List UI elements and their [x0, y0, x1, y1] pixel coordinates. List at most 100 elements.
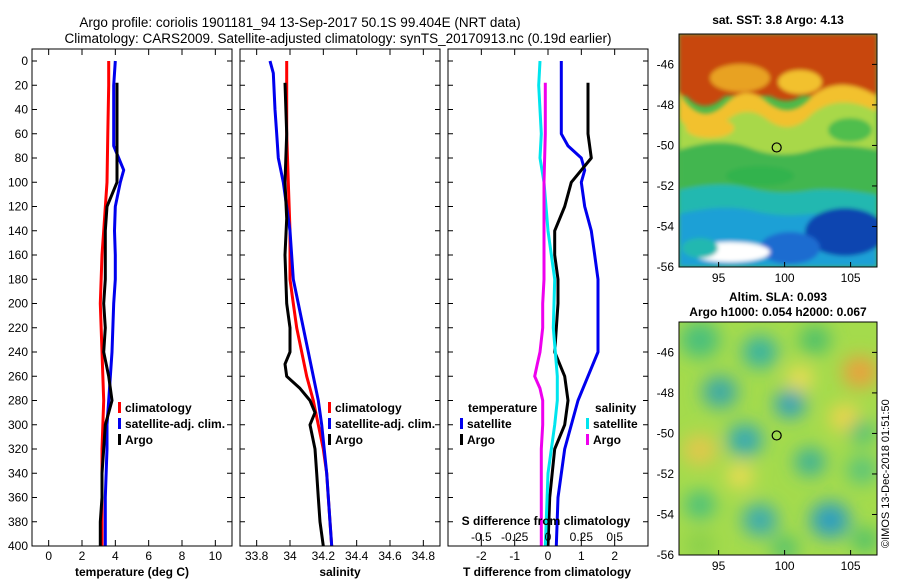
- y-tick-label: 300: [8, 418, 28, 432]
- y-tick-label: 40: [15, 103, 29, 117]
- y-tick-label: 80: [15, 151, 29, 165]
- sst-field-patch: [710, 64, 770, 92]
- sla-map-frame: [678, 321, 878, 556]
- sla-field-patch: [774, 390, 806, 418]
- difference-legend-salinity: salinity satellite Argo: [586, 401, 638, 447]
- sla-field-patch: [727, 424, 763, 456]
- legend-swatch-climatology: [328, 402, 331, 413]
- y-tick-label: 160: [8, 248, 28, 262]
- sla-field-patch: [851, 528, 877, 552]
- y-tick-label: 200: [8, 297, 28, 311]
- s-x-tick-label: 0.25: [570, 530, 594, 544]
- temperature-axes-frame: [31, 48, 233, 547]
- lon-tick-label: 95: [712, 559, 726, 573]
- x-tick-label: 34.8: [412, 549, 436, 563]
- x-tick-label: 34: [283, 549, 297, 563]
- lon-tick-label: 100: [775, 271, 795, 285]
- temperature-legend: climatology satellite-adj. clim. Argo: [118, 401, 225, 447]
- series-line-satellite-adj-clim: [268, 60, 334, 547]
- y-tick-label: 120: [8, 200, 28, 214]
- x-tick-label: 8: [179, 549, 186, 563]
- y-tick-label: 400: [8, 539, 28, 553]
- legend-label-argo: Argo: [125, 433, 153, 447]
- sst-field-patch: [760, 232, 820, 264]
- y-tick-label: 220: [8, 321, 28, 335]
- sla-map-title: Altim. SLA: 0.093: [729, 290, 827, 304]
- s-x-tick-label: -0.5: [471, 530, 492, 544]
- x-tick-label: 34.2: [312, 549, 336, 563]
- sla-field-patch: [702, 376, 738, 408]
- sla-field-patch: [684, 491, 716, 519]
- y-tick-label: 20: [15, 78, 29, 92]
- sla-field-patch: [684, 531, 716, 555]
- legend-label-argo-s: Argo: [593, 433, 621, 447]
- difference-panel: -2 -1 0 1 2 -0.5 -0.25 0 0.25 0.5 S difference f…: [447, 48, 649, 579]
- legend-label-argo: Argo: [335, 433, 363, 447]
- lon-tick-label: 105: [841, 271, 861, 285]
- legend-swatch-satellite-clim: [328, 418, 331, 429]
- series-line-argo-s-diff: [533, 82, 547, 546]
- legend-label-argo-t: Argo: [467, 433, 495, 447]
- lat-tick-label: -54: [657, 507, 675, 521]
- x-tick-label: 2: [611, 549, 618, 563]
- temperature-panel: 0204060801001201401601802002202402602803…: [8, 48, 233, 579]
- sst-field-patch: [679, 102, 877, 155]
- sla-field-patch: [848, 420, 876, 444]
- x-tick-label: 33.8: [245, 549, 269, 563]
- sla-map-subtitle: Argo h1000: 0.054 h2000: 0.067: [689, 305, 867, 319]
- x-tick-label: 0: [545, 549, 552, 563]
- sst-map-frame: [678, 33, 878, 268]
- legend-label-satellite-clim: satellite-adj. clim.: [335, 417, 435, 431]
- legend-label-climatology: climatology: [125, 401, 192, 415]
- y-tick-label: 0: [21, 54, 28, 68]
- s-x-tick-label: 0.5: [606, 530, 623, 544]
- y-tick-label: 60: [15, 127, 29, 141]
- difference-xlabel: T difference from climatology: [463, 565, 631, 579]
- s-x-tick-label: -0.25: [501, 530, 529, 544]
- legend-title-salinity: salinity: [595, 401, 637, 415]
- sla-field-patch: [682, 434, 718, 466]
- x-tick-label: 0: [45, 549, 52, 563]
- lat-tick-label: -52: [657, 467, 675, 481]
- series-line-argo: [98, 82, 119, 546]
- sst-field-patch: [726, 166, 794, 186]
- lon-tick-label: 95: [712, 271, 726, 285]
- sla-map: 95 100 105 -46 -48 -50 -52 -54 -56: [657, 321, 878, 573]
- y-tick-label: 260: [8, 369, 28, 383]
- y-tick-label: 380: [8, 515, 28, 529]
- x-tick-label: 6: [145, 549, 152, 563]
- series-line-satellite-s-diff: [537, 60, 559, 547]
- x-tick-label: -1: [509, 549, 520, 563]
- legend-swatch-argo: [118, 434, 121, 445]
- legend-swatch-sat-t: [460, 418, 463, 429]
- legend-swatch-argo-t: [460, 434, 463, 445]
- lat-tick-label: -46: [657, 57, 675, 71]
- sla-field-patch: [726, 464, 754, 488]
- salinity-axes-frame: [239, 48, 441, 547]
- x-tick-label: 1: [578, 549, 585, 563]
- sst-map-title: sat. SST: 3.8 Argo: 4.13: [712, 13, 844, 27]
- salinity-xlabel: salinity: [319, 565, 361, 579]
- y-tick-label: 180: [8, 272, 28, 286]
- lat-tick-label: -46: [657, 345, 675, 359]
- x-tick-label: 4: [112, 549, 119, 563]
- x-tick-label: -2: [476, 549, 487, 563]
- sla-field-patch: [810, 502, 850, 538]
- sst-map: 95 100 105 -46 -48 -50 -52 -54 -56: [657, 33, 878, 285]
- legend-label-satellite-clim: satellite-adj. clim.: [125, 417, 225, 431]
- lat-tick-label: -52: [657, 179, 675, 193]
- x-tick-label: 34.6: [378, 549, 402, 563]
- y-tick-label: 320: [8, 442, 28, 456]
- imos-stamp: ©IMOS 13-Dec-2018 01:51:50: [880, 399, 892, 548]
- sst-field-patch: [805, 208, 877, 256]
- y-tick-label: 360: [8, 491, 28, 505]
- series-line-argo: [283, 82, 325, 547]
- y-tick-label: 340: [8, 466, 28, 480]
- sla-field-patch: [680, 322, 720, 358]
- sla-field-patch: [799, 326, 831, 354]
- legend-swatch-argo: [328, 434, 331, 445]
- legend-swatch-argo-s: [586, 434, 589, 445]
- series-line-argo-t-diff: [546, 82, 593, 547]
- x-tick-label: 2: [79, 549, 86, 563]
- header-line-2: Climatology: CARS2009. Satellite-adjuste…: [64, 31, 611, 46]
